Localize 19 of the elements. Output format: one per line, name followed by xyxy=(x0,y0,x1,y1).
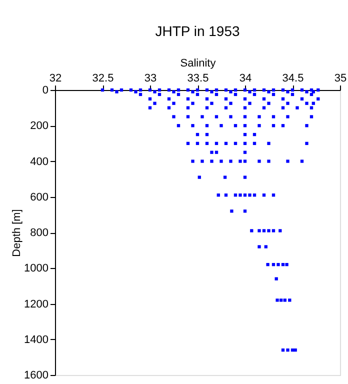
x-tick-label: 34 xyxy=(239,72,252,84)
y-tick-label: 1200 xyxy=(24,298,48,310)
y-tick-label: 1600 xyxy=(24,370,48,382)
x-tick-label: 33 xyxy=(144,72,157,84)
x-tick-label: 32 xyxy=(49,72,62,84)
y-axis-title: Depth [m] xyxy=(11,209,24,257)
y-tick-label: 0 xyxy=(42,84,48,96)
x-tick-label: 32.5 xyxy=(92,72,114,84)
chart-title: JHTP in 1953 xyxy=(155,23,240,39)
x-tick-label: 33.5 xyxy=(187,72,209,84)
y-tick-label: 600 xyxy=(30,191,48,204)
x-axis-title: Salinity xyxy=(180,58,216,70)
y-tick-label: 400 xyxy=(30,156,48,168)
y-tick-label: 1000 xyxy=(24,262,48,275)
y-tick-label: 1400 xyxy=(24,334,48,346)
x-tick-label: 35 xyxy=(334,72,347,84)
y-tick-label: 800 xyxy=(30,227,48,239)
x-tick-label: 34.5 xyxy=(282,72,304,84)
y-tick-label: 200 xyxy=(30,120,48,132)
